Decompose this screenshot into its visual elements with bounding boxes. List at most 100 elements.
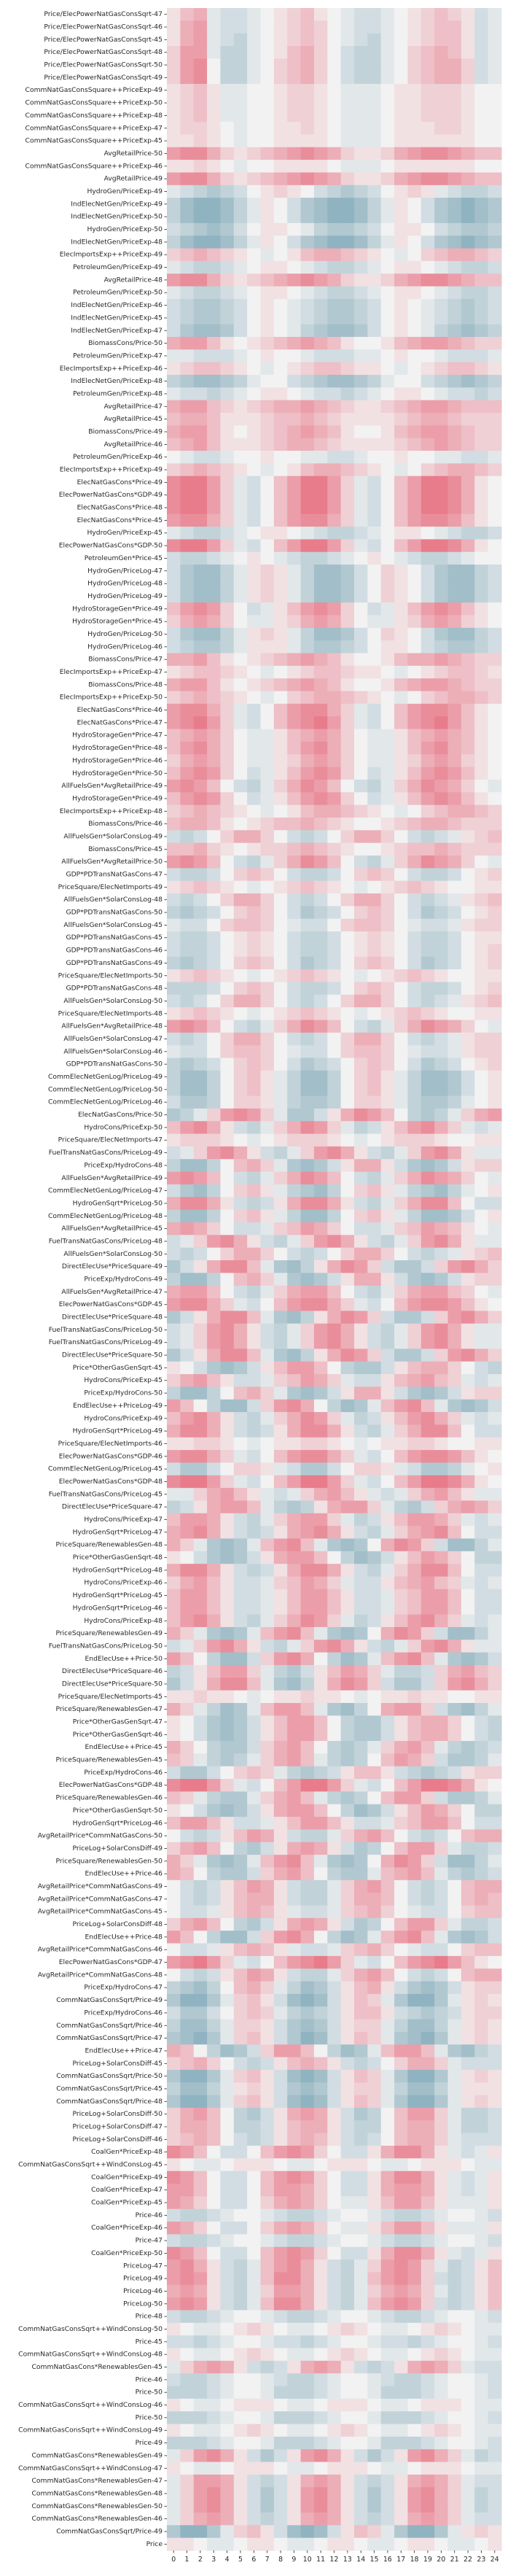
heatmap-cell bbox=[167, 1791, 181, 1805]
heatmap-cell bbox=[461, 589, 475, 603]
heatmap-cell bbox=[273, 2272, 288, 2286]
heatmap-cell bbox=[367, 2107, 382, 2121]
heatmap-cell bbox=[461, 1058, 475, 1071]
heatmap-cell bbox=[367, 298, 382, 312]
heatmap-cell bbox=[273, 1323, 288, 1337]
heatmap-cell bbox=[447, 1551, 462, 1564]
heatmap-cell bbox=[380, 2411, 395, 2425]
heatmap-cell bbox=[380, 918, 395, 932]
heatmap-cell bbox=[434, 2449, 449, 2463]
heatmap-cell bbox=[380, 513, 395, 527]
heatmap-cell bbox=[487, 412, 502, 426]
heatmap-cell bbox=[461, 893, 475, 907]
heatmap-cell bbox=[380, 1450, 395, 1464]
heatmap-cell bbox=[434, 2170, 449, 2184]
heatmap-cell bbox=[260, 2184, 275, 2197]
heatmap-cell bbox=[420, 1462, 435, 1476]
heatmap-cell bbox=[340, 2272, 355, 2286]
heatmap-cell bbox=[327, 1804, 342, 1817]
heatmap-cell bbox=[394, 2146, 409, 2159]
heatmap-cell bbox=[474, 8, 489, 21]
heatmap-cell bbox=[220, 2310, 235, 2324]
heatmap-cell bbox=[380, 96, 395, 110]
heatmap-cell bbox=[380, 501, 395, 515]
heatmap-cell bbox=[180, 1614, 195, 1628]
heatmap-cell bbox=[260, 969, 275, 983]
heatmap-cell bbox=[474, 1462, 489, 1476]
heatmap-cell bbox=[313, 817, 328, 831]
heatmap-cell bbox=[394, 1677, 409, 1691]
heatmap-cell bbox=[447, 273, 462, 287]
heatmap-cell bbox=[474, 2297, 489, 2311]
heatmap-cell bbox=[273, 716, 288, 730]
heatmap-cell bbox=[260, 451, 275, 464]
heatmap-cell bbox=[220, 1968, 235, 1982]
heatmap-cell bbox=[273, 1412, 288, 1426]
heatmap-cell bbox=[380, 2424, 395, 2437]
heatmap-cell bbox=[313, 1475, 328, 1489]
heatmap-cell bbox=[340, 513, 355, 527]
heatmap-cell bbox=[461, 311, 475, 325]
heatmap-cell bbox=[354, 1640, 368, 1653]
heatmap-cell bbox=[327, 1766, 342, 1780]
heatmap-cell bbox=[233, 2436, 248, 2450]
heatmap-cell bbox=[207, 1298, 222, 1311]
heatmap-cell bbox=[420, 2120, 435, 2134]
heatmap-cell bbox=[461, 906, 475, 920]
heatmap-cell bbox=[487, 513, 502, 527]
heatmap-cell bbox=[287, 779, 302, 793]
heatmap-cell bbox=[487, 1766, 502, 1780]
heatmap-cell bbox=[340, 589, 355, 603]
heatmap-cell bbox=[207, 754, 222, 768]
heatmap-cell bbox=[420, 1298, 435, 1311]
heatmap-cell bbox=[461, 8, 475, 21]
heatmap-cell bbox=[247, 2006, 262, 2020]
heatmap-cell bbox=[340, 1184, 355, 1198]
heatmap-cell bbox=[420, 1045, 435, 1059]
heatmap-cell bbox=[220, 33, 235, 47]
heatmap-cell bbox=[461, 298, 475, 312]
heatmap-cell bbox=[207, 1753, 222, 1767]
heatmap-cell bbox=[193, 438, 208, 451]
heatmap-cell bbox=[220, 665, 235, 679]
heatmap-cell bbox=[474, 2057, 489, 2071]
heatmap-cell bbox=[327, 703, 342, 717]
heatmap-cell bbox=[300, 856, 315, 869]
heatmap-cell bbox=[247, 1817, 262, 1831]
heatmap-cell bbox=[287, 2057, 302, 2071]
heatmap-cell bbox=[247, 1879, 262, 1893]
heatmap-cell bbox=[233, 1197, 248, 1211]
heatmap-cell bbox=[300, 1323, 315, 1337]
heatmap-cell bbox=[367, 1855, 382, 1869]
heatmap-cell bbox=[167, 387, 181, 401]
heatmap-cell bbox=[474, 1968, 489, 1982]
heatmap-cell bbox=[474, 1791, 489, 1805]
heatmap-cell bbox=[447, 1526, 462, 1540]
heatmap-cell bbox=[327, 1905, 342, 1919]
heatmap-cell bbox=[273, 1677, 288, 1691]
heatmap-cell bbox=[287, 336, 302, 350]
heatmap-cell bbox=[420, 2310, 435, 2324]
heatmap-cell bbox=[447, 362, 462, 376]
heatmap-cell bbox=[367, 2272, 382, 2286]
heatmap-cell bbox=[220, 374, 235, 388]
heatmap-cell bbox=[474, 198, 489, 212]
heatmap-cell bbox=[180, 729, 195, 742]
heatmap-cell bbox=[474, 2449, 489, 2463]
heatmap-cell bbox=[207, 248, 222, 262]
heatmap-cell bbox=[260, 248, 275, 262]
heatmap-cell bbox=[207, 2398, 222, 2412]
heatmap-cell bbox=[447, 1513, 462, 1526]
heatmap-cell bbox=[340, 1867, 355, 1881]
heatmap-cell bbox=[380, 2095, 395, 2108]
heatmap-cell bbox=[287, 1500, 302, 1514]
heatmap-cell bbox=[273, 2082, 288, 2096]
heatmap-cell bbox=[273, 1779, 288, 1792]
heatmap-cell bbox=[260, 1817, 275, 1831]
heatmap-cell bbox=[340, 804, 355, 818]
heatmap-cell bbox=[327, 1083, 342, 1097]
heatmap-cell bbox=[300, 2284, 315, 2298]
heatmap-cell bbox=[487, 2120, 502, 2134]
heatmap-cell bbox=[434, 2386, 449, 2400]
heatmap-cell bbox=[434, 122, 449, 136]
